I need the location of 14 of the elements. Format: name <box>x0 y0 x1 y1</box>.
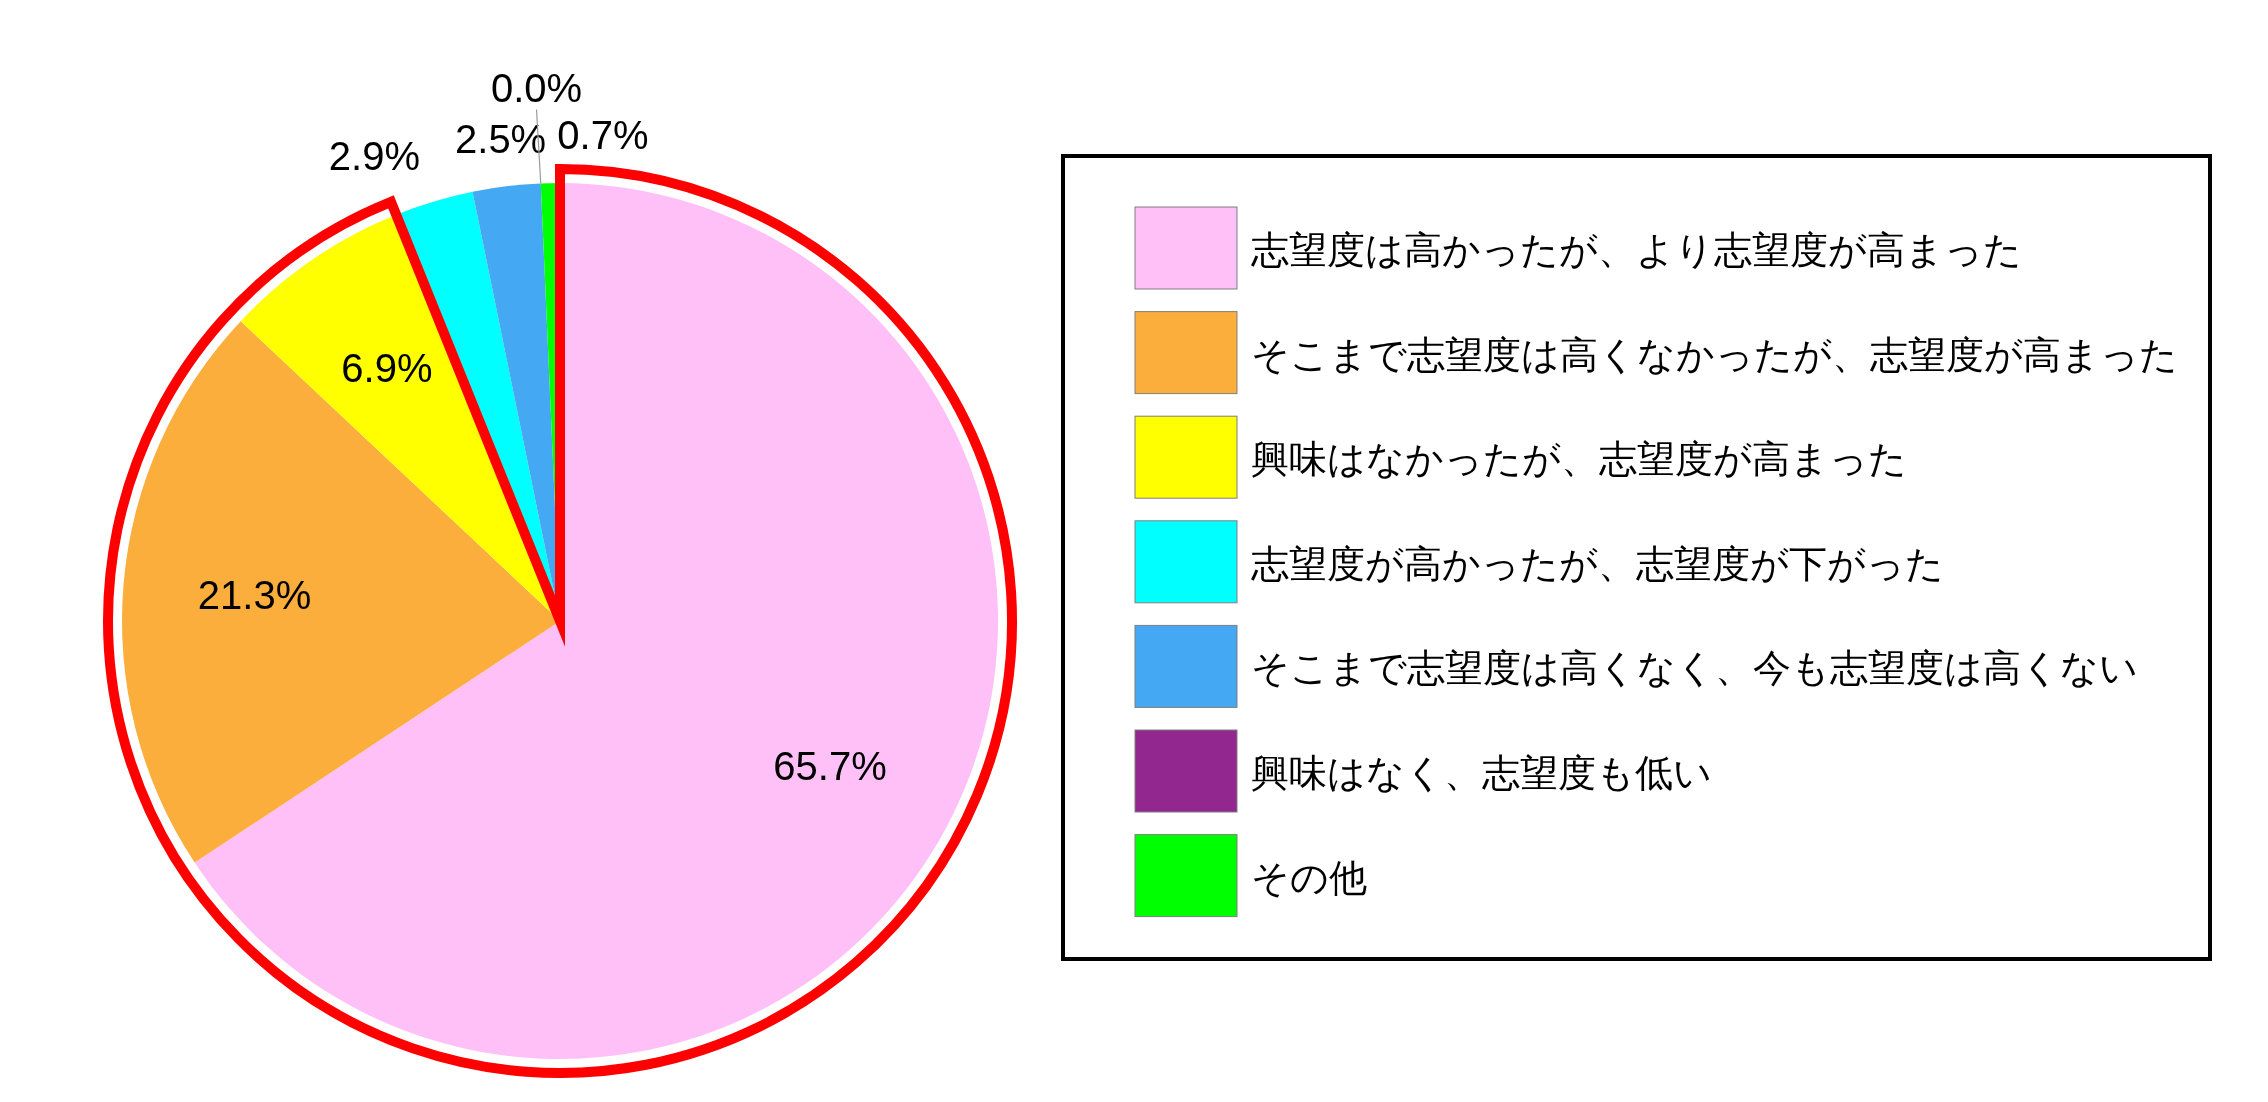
data-label: 2.5% <box>455 116 547 161</box>
data-label: 6.9% <box>341 345 433 390</box>
legend-label: そこまで志望度は高くなかったが、志望度が高まった <box>1251 332 2178 377</box>
legend-label: 志望度は高かったが、より志望度が高まった <box>1251 228 2022 272</box>
legend-label: そこまで志望度は高くなく、今も志望度は高くない <box>1251 646 2138 691</box>
data-label: 21.3% <box>197 573 312 618</box>
text: 0.0% <box>490 65 583 110</box>
legend-label: その他 <box>1251 855 1367 900</box>
data-label: 2.9% <box>328 133 421 178</box>
data-label: 65.7% <box>773 744 887 789</box>
legend-label: 興味はなく、志望度も低い <box>1251 751 1712 795</box>
data-label: 0.7% <box>557 113 649 158</box>
legend-label: 興味はなかったが、志望度が高まった <box>1251 437 1907 482</box>
legend-label: 志望度が高かったが、志望度が下がった <box>1251 541 1944 586</box>
